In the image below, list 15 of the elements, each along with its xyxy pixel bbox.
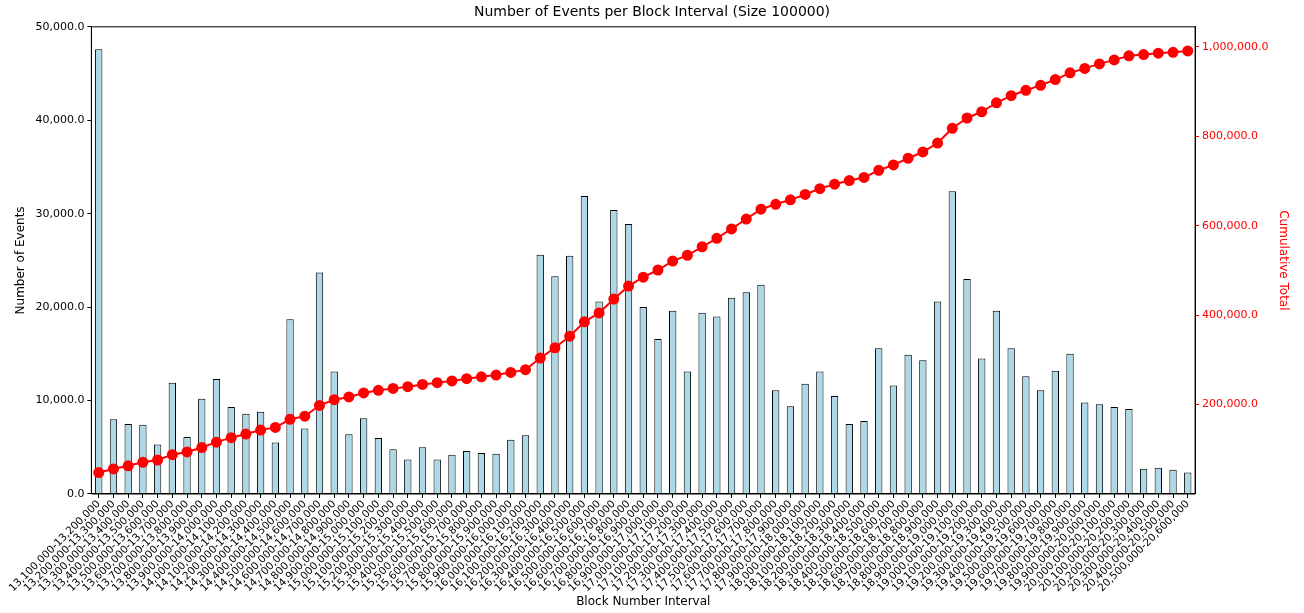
y2-tick-label: 1,000,000.0 xyxy=(1202,39,1269,53)
y-tick-label: 40,000.0 xyxy=(35,113,85,127)
y-axis-title: Number of Events xyxy=(13,206,28,315)
y2-tick-label: 600,000.0 xyxy=(1202,218,1259,232)
y2-tick-label: 800,000.0 xyxy=(1202,129,1259,143)
y-tick-label: 20,000.0 xyxy=(35,299,85,313)
y-tick-label: 10,000.0 xyxy=(35,393,85,407)
y-tick-label: 50,000.0 xyxy=(35,19,85,33)
y2-axis-title: Cumulative Total xyxy=(1276,210,1291,311)
y2-tick-label: 200,000.0 xyxy=(1202,397,1259,411)
chart-title: Number of Events per Block Interval (Size 100000) xyxy=(473,3,831,20)
x-axis-title: Block Number Interval xyxy=(576,593,711,608)
y-tick-label: 30,000.0 xyxy=(35,206,85,220)
y2-tick-label: 400,000.0 xyxy=(1202,308,1259,322)
y-tick-label: 0.0 xyxy=(66,486,85,500)
